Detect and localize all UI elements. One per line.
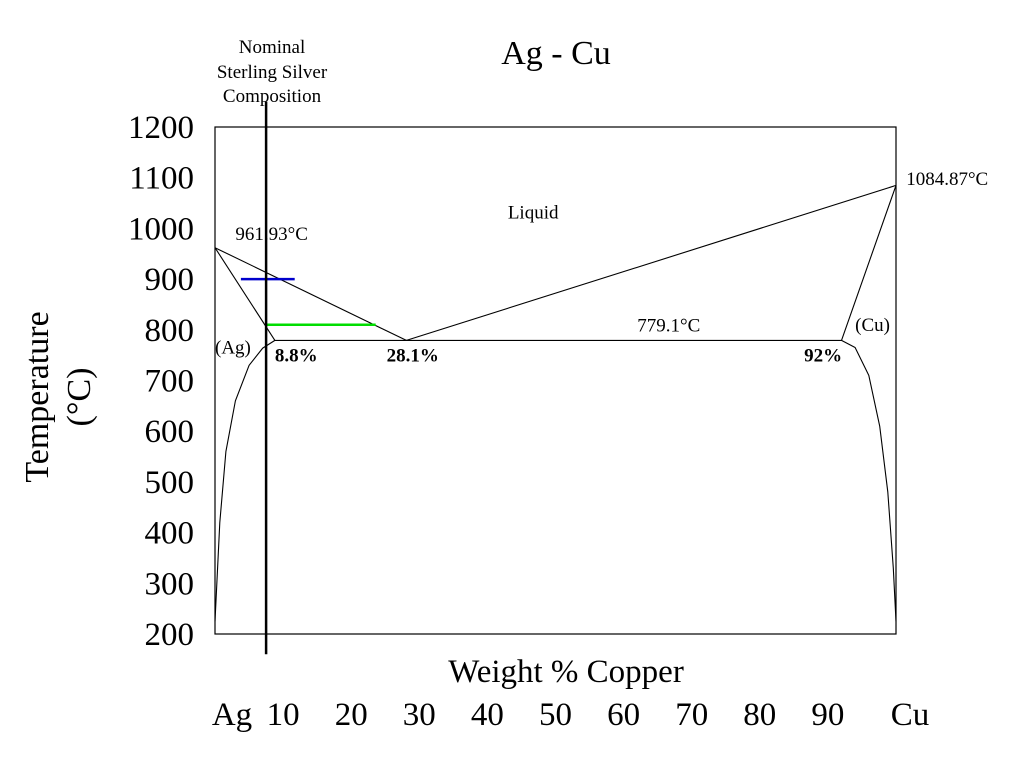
- y-tick-label: 200: [145, 617, 195, 653]
- chart-annotations: 961.93°C Liquid 1084.87°C 779.1°C (Ag) (Cu) 8.…: [215, 169, 988, 367]
- x-tick-label: Cu: [891, 697, 930, 733]
- annotation-label: 779.1°C: [637, 315, 700, 336]
- y-tick-label: 800: [145, 313, 195, 349]
- y-tick-label: 600: [145, 414, 195, 450]
- x-axis-label: Weight % Copper: [448, 654, 684, 690]
- annotation-label: 8.8%: [275, 346, 318, 367]
- y-tick-label: 1100: [129, 161, 194, 197]
- y-tick-label: 500: [145, 465, 195, 501]
- y-axis-label: Temperature (°C): [19, 311, 98, 482]
- solvus-ag-line: [214, 339, 276, 622]
- annotation-label: 1084.87°C: [906, 169, 988, 190]
- solidus-cu-line: [840, 185, 897, 341]
- x-tick-label: 40: [471, 697, 504, 733]
- solvus-cu-line: [841, 339, 897, 622]
- note-line-2: Sterling Silver: [217, 62, 328, 83]
- plot-area-frame: [214, 126, 897, 635]
- note-line-3: Composition: [223, 86, 322, 107]
- annotation-label: (Ag): [215, 338, 251, 359]
- y-axis-label-line-2: (°C): [61, 368, 98, 427]
- x-tick-label: 30: [403, 697, 436, 733]
- y-axis-label-line-1: Temperature: [19, 311, 56, 482]
- y-tick-label: 900: [145, 262, 195, 298]
- y-axis-ticks: 1200 1100 1000 900 800 700 600 500 400 300 200: [128, 110, 194, 653]
- liquidus-cu-line: [406, 184, 897, 341]
- annotation-label: 961.93°C: [235, 224, 308, 245]
- x-axis-ticks: Ag 10 20 30 40 50 60 70 80 90 Cu: [212, 697, 929, 733]
- annotation-label: 28.1%: [387, 346, 439, 367]
- x-tick-label: 60: [607, 697, 640, 733]
- phase-boundary-lines: [214, 101, 897, 655]
- note-line-1: Nominal: [239, 37, 306, 58]
- y-tick-label: 700: [145, 364, 195, 400]
- annotation-label: 92%: [804, 346, 842, 367]
- x-tick-label: 90: [811, 697, 844, 733]
- nominal-composition-note: Nominal Sterling Silver Composition: [217, 37, 328, 107]
- chart-title: Ag - Cu: [501, 35, 611, 72]
- x-tick-label: 50: [539, 697, 572, 733]
- x-tick-label: 20: [335, 697, 368, 733]
- y-tick-label: 300: [145, 566, 195, 602]
- x-tick-label: 70: [675, 697, 708, 733]
- y-tick-label: 400: [145, 516, 195, 552]
- y-tick-label: 1000: [128, 211, 194, 247]
- x-tick-label: 10: [267, 697, 300, 733]
- liquidus-ag-line: [214, 247, 407, 341]
- annotation-label: (Cu): [855, 315, 890, 336]
- x-tick-label: Ag: [212, 697, 252, 733]
- y-tick-label: 1200: [128, 110, 194, 146]
- annotation-label: Liquid: [508, 202, 559, 223]
- x-tick-label: 80: [743, 697, 776, 733]
